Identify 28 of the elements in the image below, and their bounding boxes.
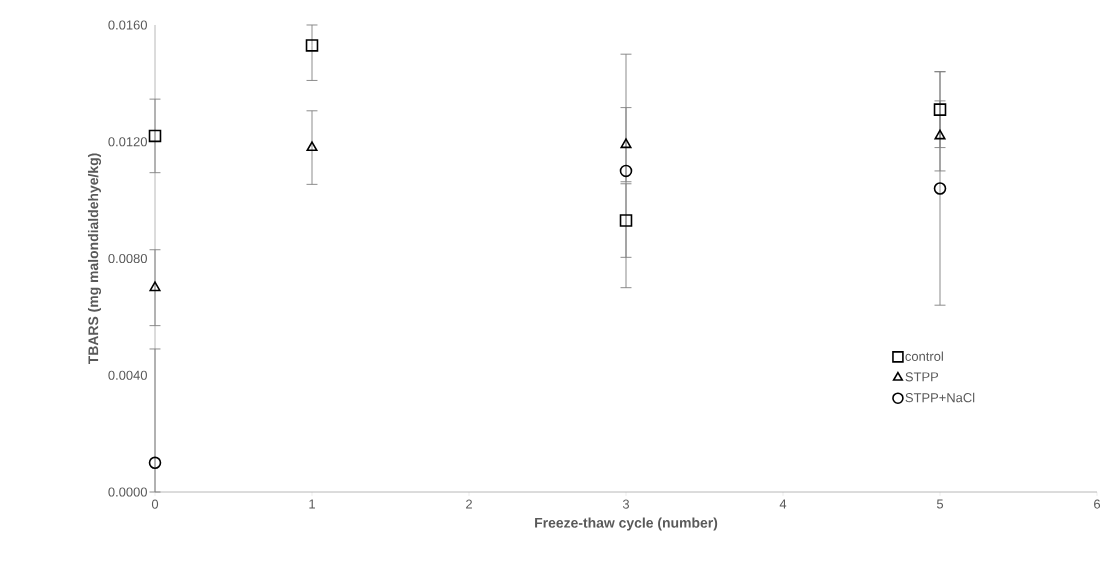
y-tick-label: 0.0040 [108,370,147,380]
y-tick-label: 0.0080 [108,253,147,264]
point [305,39,319,52]
x-tick-label: 5 [936,499,944,509]
point [934,129,946,140]
y-axis-title: TBARS (mg malondialdehye/kg) [87,153,102,365]
x-tick-label: 2 [466,499,472,509]
point [933,103,947,116]
point [148,129,162,143]
y-tick-label: 0.0000 [108,487,147,497]
point [933,182,947,195]
legend-label: STPP+NaCl [905,392,975,403]
x-tick-label: 6 [1094,499,1101,509]
point [149,281,161,292]
point [148,456,162,470]
point [619,164,633,178]
point [620,138,632,149]
legend-label: control [905,351,943,361]
point [306,141,318,152]
x-tick-label: 4 [779,499,787,509]
point [619,214,633,227]
y-tick-label: 0.0160 [108,20,147,30]
x-tick-label: 0 [151,499,159,509]
x-axis-title: Freeze-thaw cycle (number) [535,517,718,531]
legend-label: STPP [905,372,939,382]
x-tick-label: 1 [309,499,315,509]
y-tick-label: 0.0120 [108,137,147,147]
x-tick-label: 3 [622,499,630,509]
